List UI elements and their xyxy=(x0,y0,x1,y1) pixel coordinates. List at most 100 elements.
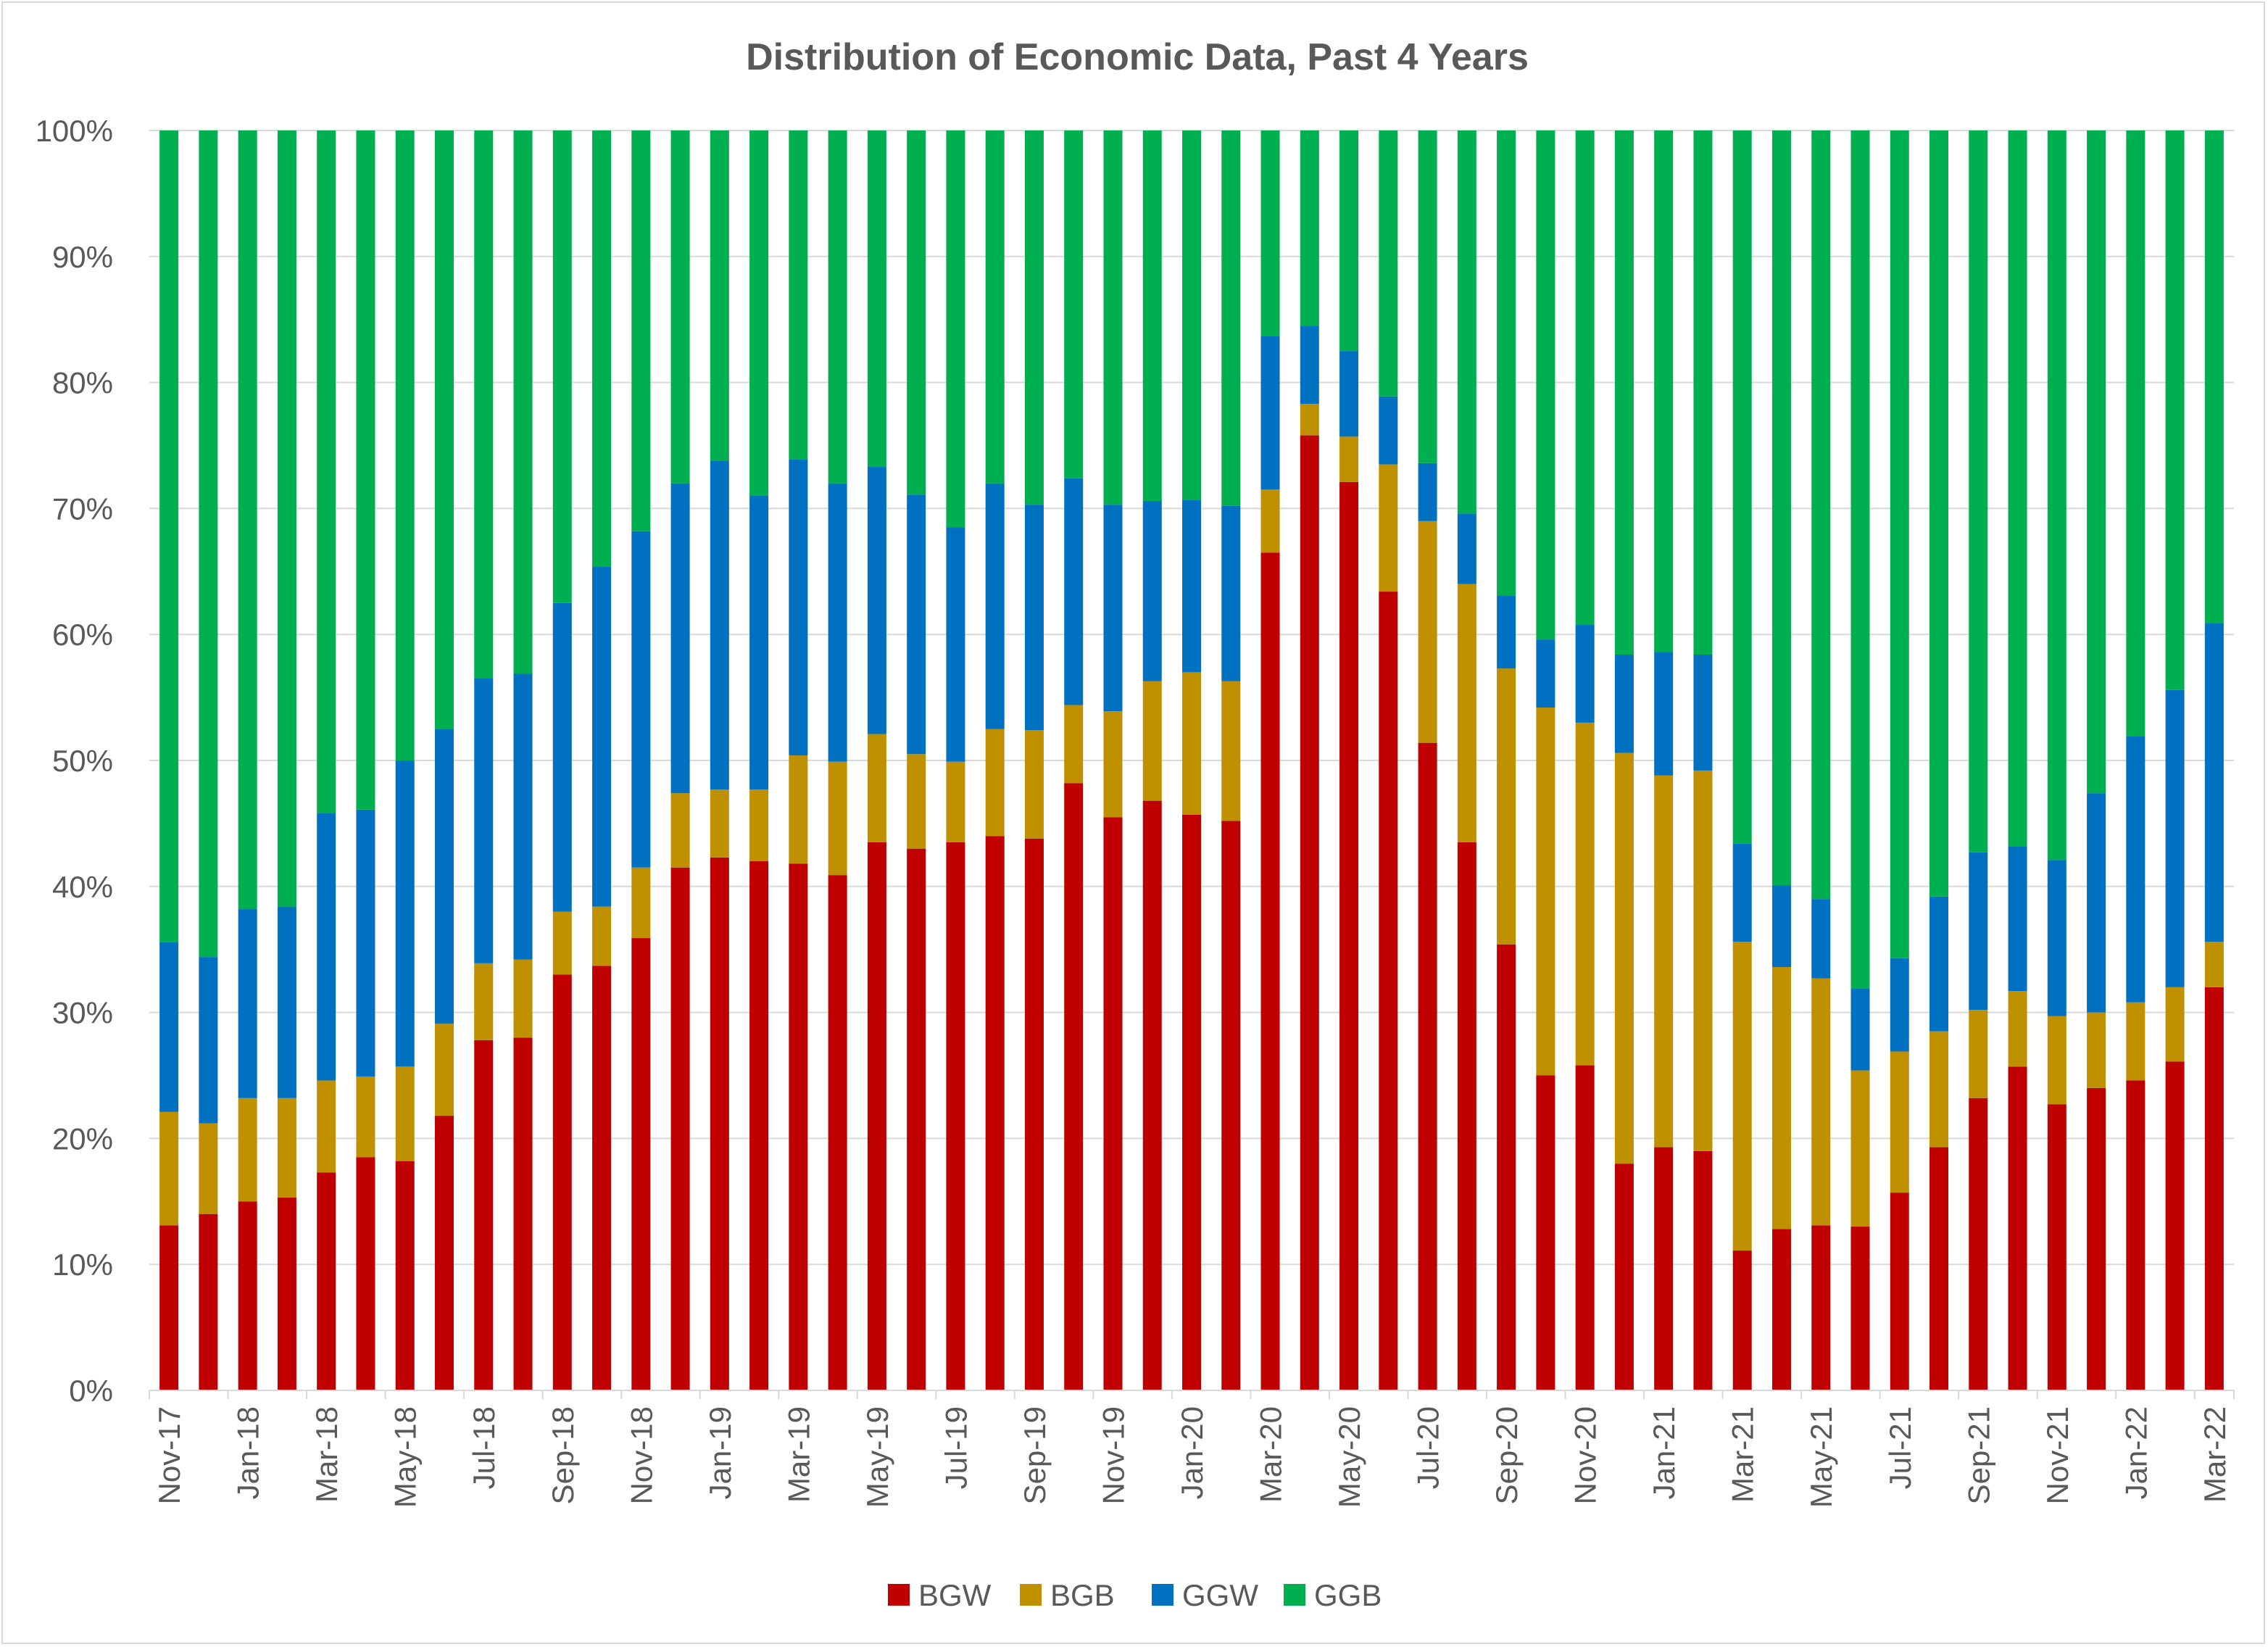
bar-segment-ggb xyxy=(1969,130,1988,852)
bar-segment-bgw xyxy=(1930,1147,1949,1390)
bar-segment-ggb xyxy=(434,130,454,729)
x-tick-label: Mar-20 xyxy=(1254,1406,1288,1503)
bar-segment-ggw xyxy=(474,679,494,963)
x-tick-label: Nov-19 xyxy=(1096,1406,1130,1504)
chart-title: Distribution of Economic Data, Past 4 Ye… xyxy=(746,36,1529,78)
bar-segment-ggb xyxy=(1654,130,1674,652)
x-tick-label: Nov-21 xyxy=(2040,1406,2074,1504)
y-tick-label: 0% xyxy=(69,1374,113,1408)
bar-segment-bgw xyxy=(2087,1087,2106,1390)
bar-segment-ggw xyxy=(1024,505,1044,731)
legend-swatch-bgb xyxy=(1020,1584,1042,1606)
bar-segment-ggw xyxy=(2008,846,2027,992)
bar-segment-bgw xyxy=(1890,1192,1909,1390)
bar-segment-bgw xyxy=(670,867,690,1390)
bar-segment-ggb xyxy=(317,130,336,813)
bar-segment-ggb xyxy=(1260,130,1280,336)
x-tick-label: May-21 xyxy=(1804,1406,1838,1508)
bar-segment-bgb xyxy=(395,1066,415,1161)
bar-segment-bgb xyxy=(1379,464,1398,592)
x-tick-label: Nov-18 xyxy=(624,1406,658,1504)
bar-segment-ggw xyxy=(1103,505,1123,712)
x-tick-label: Mar-19 xyxy=(781,1406,815,1503)
bar-segment-bgb xyxy=(159,1111,179,1226)
bar-segment-bgb xyxy=(1771,967,1791,1229)
bar-segment-bgb xyxy=(199,1123,218,1214)
bar-segment-ggw xyxy=(159,942,179,1112)
bar-segment-ggw xyxy=(2204,623,2224,942)
bar-segment-ggb xyxy=(1811,130,1831,900)
bar-segment-bgw xyxy=(1850,1227,1870,1390)
bar-segment-ggb xyxy=(1497,130,1516,596)
bar-segment-bgb xyxy=(1103,711,1123,818)
bar-segment-bgw xyxy=(1064,783,1084,1390)
bar-segment-bgb xyxy=(2008,991,2027,1067)
bar-segment-ggb xyxy=(513,130,533,674)
y-tick-label: 10% xyxy=(52,1248,113,1282)
bar-segment-ggb xyxy=(199,130,218,958)
bar-segment-ggw xyxy=(907,494,926,755)
bar-segment-bgw xyxy=(631,938,651,1390)
bar-segment-ggw xyxy=(1850,988,1870,1071)
bar-segment-ggw xyxy=(1811,899,1831,979)
bar-segment-bgb xyxy=(631,867,651,939)
bar-segment-bgb xyxy=(1064,705,1084,784)
bar-segment-bgb xyxy=(2165,987,2185,1062)
bar-segment-ggb xyxy=(1103,130,1123,505)
bar-segment-bgb xyxy=(1732,942,1752,1251)
bar-segment-bgw xyxy=(2126,1080,2146,1390)
bar-segment-bgw xyxy=(552,974,572,1390)
bar-segment-ggw xyxy=(1182,499,1201,673)
bar-segment-bgb xyxy=(1969,1010,1988,1098)
x-tick-label: Sep-21 xyxy=(1961,1406,1995,1504)
bar-segment-ggb xyxy=(1300,130,1319,326)
bar-segment-bgb xyxy=(1182,672,1201,815)
y-tick-label: 80% xyxy=(52,366,113,400)
bar-segment-ggw xyxy=(552,602,572,912)
bar-segment-ggw xyxy=(1575,624,1595,723)
bar-segment-ggb xyxy=(1890,130,1909,958)
bar-segment-bgw xyxy=(789,863,808,1390)
bar-segment-bgb xyxy=(1457,584,1476,842)
y-tick-label: 40% xyxy=(52,870,113,904)
bar-segment-ggb xyxy=(1575,130,1595,625)
bar-segment-bgw xyxy=(1457,842,1476,1390)
bar-segment-ggw xyxy=(356,809,375,1077)
x-tick-label: Jan-21 xyxy=(1647,1406,1681,1499)
bar-segment-bgb xyxy=(552,911,572,975)
legend-label-ggb: GGB xyxy=(1314,1578,1382,1612)
bar-segment-bgw xyxy=(1969,1098,1988,1390)
bar-segment-bgb xyxy=(2204,942,2224,987)
bar-segment-ggw xyxy=(238,909,257,1098)
bar-segment-bgb xyxy=(985,729,1005,837)
bar-segment-bgw xyxy=(1103,817,1123,1390)
bar-segment-ggw xyxy=(1890,958,1909,1052)
x-tick-label: Jul-18 xyxy=(467,1406,501,1489)
bar-segment-ggb xyxy=(2008,130,2027,847)
legend-label-ggw: GGW xyxy=(1182,1578,1258,1612)
bar-segment-bgb xyxy=(907,754,926,849)
axes: 0% 10% 20% 30% 40% 50% 60% 70% 80% 90% 100% Nov-17 J… xyxy=(36,114,2235,1508)
bar-segment-ggb xyxy=(1379,130,1398,397)
bar-segment-bgw xyxy=(2165,1061,2185,1390)
bar-segment-ggb xyxy=(1457,130,1476,514)
x-tick-label: Mar-18 xyxy=(310,1406,344,1503)
bar-segment-bgw xyxy=(159,1225,179,1390)
bar-segment-bgw xyxy=(1260,552,1280,1390)
bar-segment-ggw xyxy=(1300,325,1319,405)
bar-segment-bgb xyxy=(356,1076,375,1158)
bar-segment-bgw xyxy=(356,1157,375,1390)
bar-segment-bgb xyxy=(1536,708,1555,1076)
bar-segment-bgw xyxy=(1693,1150,1713,1390)
bar-segment-ggw xyxy=(1654,652,1674,776)
bar-segment-bgb xyxy=(1260,489,1280,553)
bar-segment-bgb xyxy=(946,761,965,842)
bar-segment-ggb xyxy=(2047,130,2066,860)
bar-segment-ggb xyxy=(1182,130,1201,500)
bar-segment-bgw xyxy=(1418,742,1437,1390)
x-tick-label: May-19 xyxy=(860,1406,894,1508)
legend-swatch-ggw xyxy=(1152,1584,1174,1606)
y-tick-label: 100% xyxy=(36,114,113,148)
bar-segment-ggw xyxy=(670,483,690,794)
bar-segment-bgb xyxy=(1497,668,1516,945)
